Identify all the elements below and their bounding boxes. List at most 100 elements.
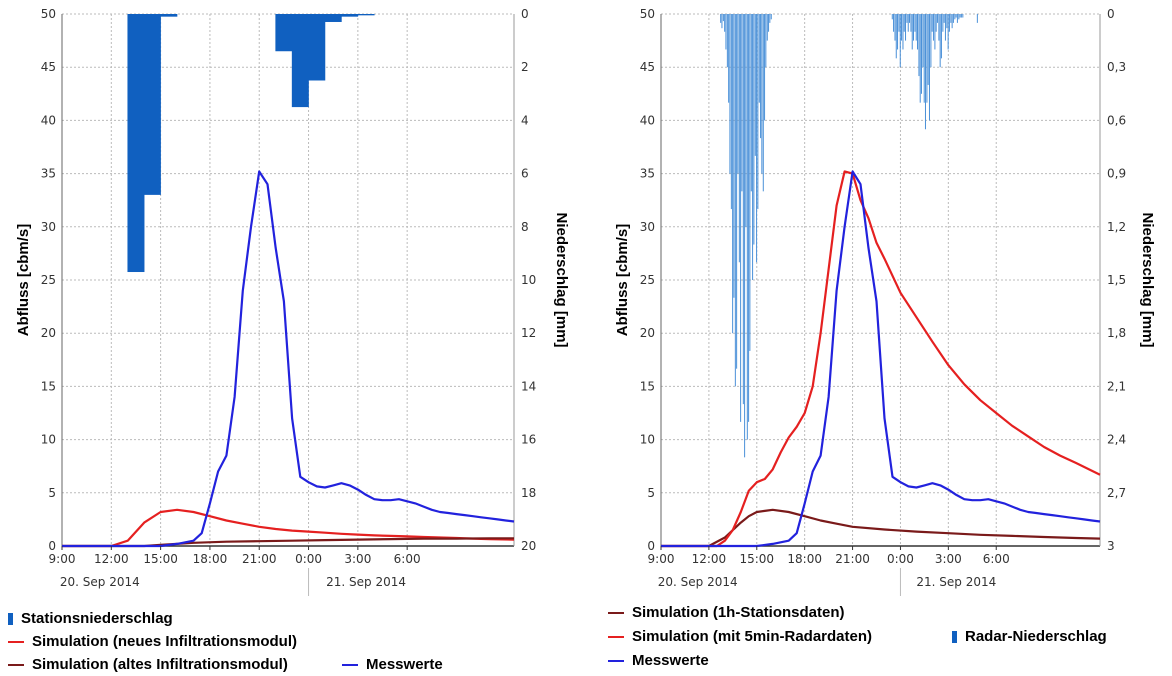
precip-bar xyxy=(749,14,751,351)
legend-label: Radar-Niederschlag xyxy=(965,628,1107,645)
precip-bar xyxy=(724,14,726,32)
legend-swatch xyxy=(608,635,624,638)
precip-bar xyxy=(939,14,941,68)
y2-tick-label: 1,2 xyxy=(1107,220,1126,234)
legend-swatch xyxy=(8,663,24,666)
date-label: 20. Sep 2014 xyxy=(658,575,738,589)
legend-right: Simulation (1h-Stationsdaten) Simulation… xyxy=(586,595,1172,676)
precip-bar xyxy=(765,14,767,68)
y-tick-label: 50 xyxy=(41,7,56,21)
date-label: 20. Sep 2014 xyxy=(60,575,140,589)
legend-item-sim-alt: Simulation (altes Infiltrationsmodul) xyxy=(8,656,288,673)
precip-bar xyxy=(750,14,752,192)
precip-bar xyxy=(730,14,732,210)
precip-bar xyxy=(913,14,915,41)
legend-item-messwerte: Messwerte xyxy=(608,652,709,669)
y2-tick-label: 20 xyxy=(521,539,536,553)
precip-bar xyxy=(932,14,934,41)
precip-bar xyxy=(951,14,953,29)
x-tick-label: 0:00 xyxy=(295,552,322,566)
precip-bar xyxy=(341,14,359,17)
precip-bar xyxy=(905,14,907,41)
precip-bar xyxy=(753,14,755,245)
x-tick-label: 21:00 xyxy=(835,552,870,566)
chart-right: 0 5 10 15 20 25 30 35 40 45 50 0 0,3 0,6 0,9 1,2 1,5 1,8 2… xyxy=(614,7,1156,596)
precip-bar xyxy=(769,14,771,23)
grid xyxy=(660,13,1101,547)
y2-tick-label: 3 xyxy=(1107,539,1115,553)
chart-left: 0 5 10 15 20 25 30 35 40 45 50 0 2 4 6 8 10 12 14 16 18 20 9:0… xyxy=(15,7,570,596)
precip-bar xyxy=(947,14,949,50)
y-tick-label: 30 xyxy=(640,220,655,234)
precip-bar xyxy=(930,14,932,68)
precip-bar xyxy=(895,14,897,59)
legend-left: Stationsniederschlag Simulation (neues I… xyxy=(0,600,586,676)
precip-bar xyxy=(938,14,940,41)
y-tick-label: 25 xyxy=(41,273,56,287)
precip-bar xyxy=(954,14,956,20)
precip-bar xyxy=(911,14,913,50)
precip-bar xyxy=(732,14,734,334)
precip-bar xyxy=(757,14,759,210)
y2-axis-title: Niederschlag [mm] xyxy=(1139,212,1156,347)
legend-label: Simulation (1h-Stationsdaten) xyxy=(632,604,845,621)
precip-bar xyxy=(928,14,930,121)
precip-bar xyxy=(915,14,917,41)
precip-bars xyxy=(127,14,375,273)
precip-bar xyxy=(742,14,744,405)
y-tick-label: 5 xyxy=(48,486,56,500)
x-tick-label: 3:00 xyxy=(935,552,962,566)
precip-bar xyxy=(962,14,964,18)
y2-tick-label: 0 xyxy=(521,7,529,21)
precip-bar xyxy=(903,14,905,32)
y2-tick-label: 0,6 xyxy=(1107,113,1126,127)
legend-label: Simulation (neues Infiltrationsmodul) xyxy=(32,633,298,650)
precip-bar xyxy=(894,14,896,41)
legend-item-stationsniederschlag: Stationsniederschlag xyxy=(8,610,173,627)
y-tick-label: 10 xyxy=(640,433,655,447)
date-label: 21. Sep 2014 xyxy=(326,575,406,589)
precip-bar xyxy=(756,14,758,263)
precip-bar xyxy=(942,14,944,32)
legend-swatch xyxy=(608,659,624,662)
legend-label: Messwerte xyxy=(632,652,709,669)
precip-bar xyxy=(770,14,772,20)
precip-bar xyxy=(752,14,754,280)
precip-bar xyxy=(746,14,748,440)
precip-bar xyxy=(762,14,764,192)
precip-bar xyxy=(357,14,375,16)
precip-bar xyxy=(946,14,948,29)
x-tick-label: 12:00 xyxy=(94,552,129,566)
x-tick-label: 6:00 xyxy=(394,552,421,566)
legend-item-sim-1h: Simulation (1h-Stationsdaten) xyxy=(608,604,845,621)
precip-bar xyxy=(722,14,724,22)
legend-item-sim-5min: Simulation (mit 5min-Radardaten) xyxy=(608,628,872,645)
precip-bar xyxy=(893,14,895,32)
chart-panel-left: 0 5 10 15 20 25 30 35 40 45 50 0 2 4 6 8 10 12 14 16 18 20 9:0… xyxy=(0,7,586,676)
legend-swatch xyxy=(342,663,358,666)
precip-bar xyxy=(943,14,945,23)
y-tick-label: 45 xyxy=(41,60,56,74)
precip-bar xyxy=(740,14,742,422)
precip-bar xyxy=(940,14,942,59)
legend-swatch xyxy=(952,630,957,643)
precip-bars xyxy=(720,14,978,458)
x-tick-label: 15:00 xyxy=(739,552,774,566)
y2-tick-label: 0 xyxy=(1107,7,1115,21)
precip-bar xyxy=(960,14,962,18)
precip-bar xyxy=(898,14,900,32)
precip-bar xyxy=(725,14,727,50)
y2-tick-label: 4 xyxy=(521,113,529,127)
y2-tick-label: 16 xyxy=(521,433,536,447)
x-tick-label: 6:00 xyxy=(983,552,1010,566)
y2-tick-label: 18 xyxy=(521,486,536,500)
y2-tick-label: 10 xyxy=(521,273,536,287)
x-tick-label: 15:00 xyxy=(143,552,178,566)
y2-tick-label: 0,3 xyxy=(1107,60,1126,74)
y2-tick-label: 2,4 xyxy=(1107,433,1126,447)
x-tick-label: 9:00 xyxy=(49,552,76,566)
precip-bar xyxy=(923,14,925,103)
precip-bar xyxy=(308,14,326,81)
y2-tick-label: 14 xyxy=(521,379,536,393)
precip-bar xyxy=(952,14,954,23)
